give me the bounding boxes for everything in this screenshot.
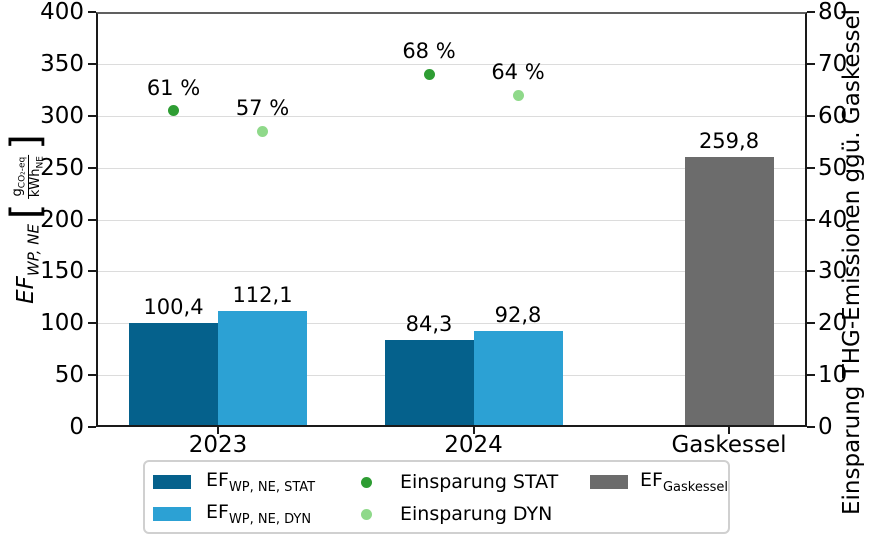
right-tick-label: 0 [818,414,833,440]
right-tick-label: 30 [818,258,848,285]
bar-ef-gaskessel [684,157,774,427]
dot-einsparung-dyn [512,89,524,101]
left-tick-label: 350 [40,50,84,77]
legend-swatch-ef-stat [153,475,191,489]
left-tick-label: 400 [40,0,84,25]
x-tick-label: 2024 [444,432,503,458]
right-axis-tick [807,426,815,428]
bar-value-label-ef-wp-ne-stat: 100,4 [143,294,204,319]
x-axis-tick [217,427,219,434]
x-axis-tick [472,427,475,434]
dot-einsparung-stat [168,105,179,117]
bar-ef-wp-ne-stat [384,339,474,427]
dot-value-label-einsparung-dyn: 57 % [235,96,290,121]
right-axis-tick [807,322,815,325]
left-axis-tick [88,218,96,221]
right-tick-label: 70 [818,50,848,77]
bar-value-label-ef-wp-ne-stat: 84,3 [405,311,453,336]
grid-line [98,271,805,273]
legend-item-ef-stat: EFWP, NE, STAT [153,469,316,495]
right-tick-label: 80 [818,0,848,25]
grid-line [98,219,805,221]
left-axis-tick [88,426,96,428]
legend-item-ef-gaskessel: EFGaskessel [590,469,728,495]
legend-item-einsparung-stat: Einsparung STAT [361,470,558,494]
left-axis-tick [88,114,96,117]
legend-swatch-ef-gaskessel [590,475,628,489]
legend-item-einsparung-dyn: Einsparung DYN [361,502,552,526]
left-tick-label: 200 [40,206,84,233]
left-axis-tick [88,11,96,13]
bar-value-label-ef-wp-ne-dyn: 112,1 [232,282,293,307]
bar-ef-wp-ne-dyn [473,330,563,427]
right-tick-label: 50 [818,154,848,181]
grid-line [98,63,805,65]
legend-item-ef-dyn: EFWP, NE, DYN [153,501,312,527]
bar-ef-wp-ne-stat [129,322,218,427]
bar-value-label-ef-wp-ne-dyn: 92,8 [494,302,542,327]
dot-value-label-einsparung-stat: 68 % [402,39,456,64]
left-axis-tick [88,374,96,377]
left-tick-label: 150 [40,258,84,285]
right-axis-tick [807,11,815,13]
right-tick-label: 40 [818,206,848,233]
right-axis-tick [807,270,815,273]
x-tick-label: Gaskessel [671,432,787,458]
dot-einsparung-stat [423,68,435,80]
grid-line [98,115,805,117]
right-tick-label: 60 [818,102,848,129]
bar-ef-wp-ne-dyn [218,310,307,427]
left-axis-tick [88,166,96,169]
right-tick-label: 10 [818,362,848,389]
legend-label-ef-gaskessel: EFGaskessel [640,469,728,495]
left-axis-unit-bracket-close: ] [3,134,49,150]
dot-value-label-einsparung-dyn: 64 % [491,60,545,84]
legend-label-einsparung-stat: Einsparung STAT [400,471,559,493]
legend-dot-einsparung-stat [361,476,372,488]
bar-value-label-ef-gaskessel: 259,8 [698,129,760,154]
legend-swatch-ef-dyn [153,507,191,521]
left-axis-tick [88,322,96,325]
legend: EFWP, NE, STAT EFWP, NE, DYN Einsparung … [143,460,730,534]
legend-label-einsparung-dyn: Einsparung DYN [400,503,553,525]
left-tick-label: 300 [40,102,84,129]
right-axis-tick [807,62,815,65]
grid-line [98,167,805,169]
x-tick-label: 2023 [188,432,248,458]
left-tick-label: 250 [40,154,84,181]
right-axis-tick [807,114,815,117]
left-tick-label: 0 [69,414,84,440]
right-tick-label: 20 [818,310,848,337]
legend-dot-einsparung-dyn [361,508,372,520]
left-axis-tick [88,62,96,65]
left-tick-label: 100 [40,310,84,337]
left-tick-label: 50 [54,362,84,389]
right-axis-tick [807,218,815,221]
right-axis-tick [807,374,815,377]
x-axis-tick [728,427,730,434]
dot-einsparung-dyn [257,125,268,137]
left-axis-tick [88,270,96,273]
legend-label-ef-dyn: EFWP, NE, DYN [206,501,312,527]
legend-label-ef-stat: EFWP, NE, STAT [206,469,316,495]
grid-line [98,323,805,325]
dot-value-label-einsparung-stat: 61 % [146,75,201,100]
right-axis-tick [807,166,815,169]
